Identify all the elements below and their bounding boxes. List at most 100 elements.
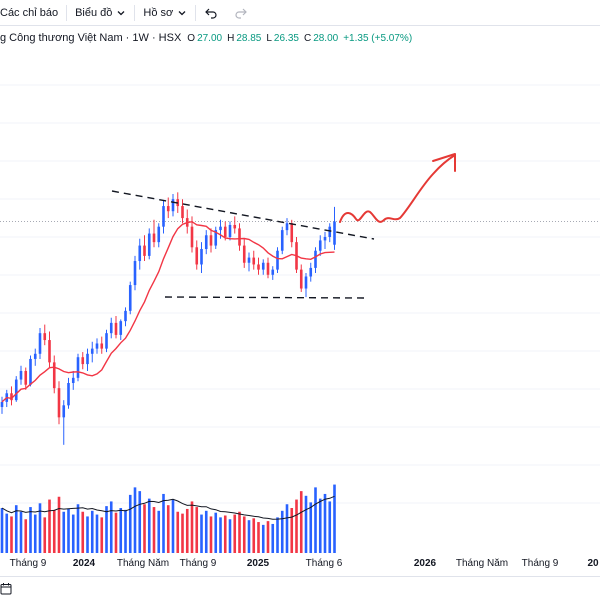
candle-body <box>24 370 28 385</box>
volume-bar <box>143 504 146 553</box>
high-key: H <box>227 32 235 44</box>
candle-body <box>228 224 232 237</box>
candle-body <box>285 223 289 231</box>
low-key: L <box>266 32 272 44</box>
volume-bar <box>247 520 251 553</box>
symbol-legend: g Công thương Việt Nam · 1W · HSX O 27.00… <box>0 32 412 44</box>
candle-body <box>195 247 199 265</box>
indicators-label: Các chỉ báo <box>0 6 59 19</box>
volume-bar <box>0 508 4 553</box>
x-tick-label: Tháng 9 <box>521 558 559 569</box>
candle-body <box>200 249 203 265</box>
candle-body <box>190 226 194 248</box>
volume-bar <box>209 516 213 553</box>
close-key: C <box>303 32 312 44</box>
volume-bar <box>100 517 104 553</box>
volume-bar <box>328 501 332 553</box>
candle-body <box>238 228 241 246</box>
volume-bar <box>228 519 232 553</box>
volume-bar <box>295 499 298 553</box>
open-key: O <box>187 32 196 44</box>
volume-bar <box>309 502 313 553</box>
undo-button[interactable] <box>196 0 226 25</box>
candle-body <box>204 235 208 250</box>
toolbar-divider <box>195 4 197 21</box>
volume-bar <box>105 506 108 553</box>
candle-body <box>209 235 213 246</box>
volume-bar <box>242 516 246 553</box>
volume-bar <box>86 516 89 553</box>
volume-bar <box>252 518 256 553</box>
x-tick-label: 20 <box>587 558 599 569</box>
candle-body <box>233 224 237 229</box>
redo-button[interactable] <box>226 0 256 25</box>
time-axis[interactable]: Tháng 9 2024 Tháng Năm Tháng 9 2025 Thán… <box>0 555 600 573</box>
candle-body <box>109 322 113 334</box>
volume-bar <box>133 487 137 553</box>
candle-body <box>157 226 161 243</box>
candle-body <box>143 245 146 256</box>
candle-body <box>242 245 246 263</box>
volume-bar <box>109 501 113 553</box>
candle-body <box>14 379 18 401</box>
candle-body <box>290 223 294 243</box>
candle-body <box>333 221 336 245</box>
candle-body <box>133 261 137 286</box>
volume-bar <box>95 514 99 553</box>
candle-body <box>114 322 118 335</box>
x-tick-label: 2026 <box>413 558 437 569</box>
volume-bar <box>5 513 9 553</box>
toolbar-divider <box>134 4 136 21</box>
volume-bar <box>318 498 322 553</box>
candle-body <box>57 388 61 418</box>
x-tick-label: Tháng 9 <box>179 558 217 569</box>
candle-body <box>219 226 222 231</box>
volume-bar <box>14 505 18 553</box>
volume-bar <box>181 513 184 553</box>
volume-bar <box>24 519 28 553</box>
volume-bar <box>147 498 151 553</box>
candle-body <box>128 285 132 311</box>
chevron-down-icon <box>117 10 125 15</box>
calendar-icon[interactable] <box>0 582 12 595</box>
volume-bar <box>185 508 189 553</box>
toolbar-divider <box>66 4 68 21</box>
volume-bar <box>152 507 156 553</box>
volume-bar <box>276 517 279 553</box>
volume-bar <box>171 499 175 553</box>
candle-body <box>271 269 275 275</box>
volume-bar <box>114 512 118 553</box>
x-tick-label: Tháng 6 <box>305 558 343 569</box>
candle-body <box>152 233 156 243</box>
volume-bar <box>19 511 23 553</box>
candle-body <box>52 362 56 389</box>
volume-bar <box>67 508 70 553</box>
open-value: 27.00 <box>197 32 223 44</box>
candle-body <box>181 206 184 219</box>
indicators-button[interactable]: Các chỉ báo <box>0 0 66 25</box>
volume-bar <box>257 522 260 553</box>
price-chart[interactable] <box>0 25 600 555</box>
candle-body <box>314 250 317 268</box>
candle-body <box>247 257 251 263</box>
x-tick-label: 2025 <box>246 558 270 569</box>
volume-bar <box>166 505 170 553</box>
volume-bar <box>285 504 289 553</box>
candle-body <box>71 377 75 383</box>
candle-body <box>266 262 270 275</box>
chart-type-dropdown[interactable]: Biểu đồ <box>67 0 134 25</box>
volume-bar <box>266 521 270 553</box>
volume-bar <box>223 515 227 553</box>
volume-bar <box>280 510 284 553</box>
x-tick-label: Tháng Năm <box>116 558 170 569</box>
candle-body <box>19 370 23 380</box>
candle-body <box>299 269 303 289</box>
volume-bar <box>38 503 42 553</box>
x-tick-label: Tháng 9 <box>9 558 47 569</box>
volume-bar <box>176 511 180 553</box>
candle-body <box>100 343 104 349</box>
candle-body <box>29 358 32 385</box>
candle-body <box>105 333 108 349</box>
candle-body <box>67 382 70 406</box>
profile-dropdown[interactable]: Hồ sơ <box>135 0 195 25</box>
